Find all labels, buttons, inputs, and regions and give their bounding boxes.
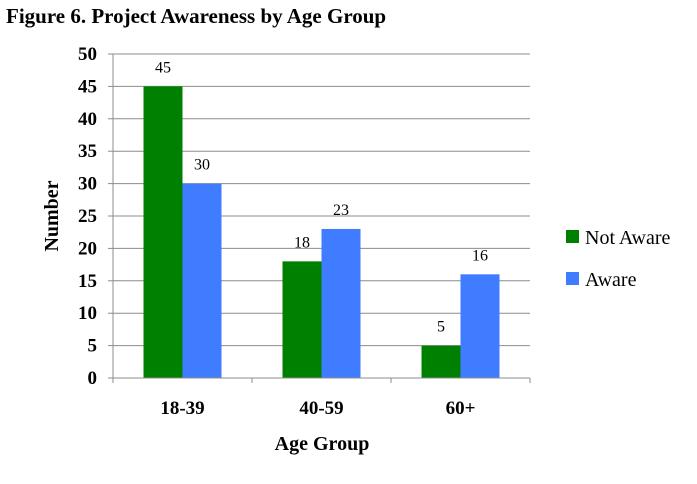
bar-not-aware [282, 261, 322, 378]
legend-label: Aware [585, 269, 637, 291]
data-label: 45 [155, 59, 171, 76]
legend: Not Aware Aware [566, 227, 670, 291]
bar-not-aware [143, 86, 183, 379]
y-tick-label: 5 [88, 336, 98, 357]
chart-title: Figure 6. Project Awareness by Age Group [6, 4, 387, 28]
legend-label: Not Aware [585, 227, 670, 249]
axes [112, 54, 531, 383]
data-label: 30 [194, 157, 210, 174]
bar-aware [321, 228, 361, 378]
y-tick-label: 35 [78, 141, 97, 162]
bar-aware [460, 274, 500, 378]
y-tick-label: 15 [78, 271, 97, 292]
bar-aware [182, 183, 222, 378]
y-axis-title: Number [41, 180, 63, 251]
y-tick-label: 20 [78, 238, 97, 259]
y-tick-label: 40 [78, 109, 97, 130]
bar-not-aware [421, 345, 461, 378]
data-label: 5 [437, 319, 445, 336]
x-tick-label: 60+ [446, 398, 476, 419]
legend-swatch-not-aware [566, 230, 579, 243]
y-tick-label: 25 [78, 206, 97, 227]
bars [143, 86, 500, 379]
x-tick-label: 40-59 [299, 398, 343, 419]
data-label: 18 [294, 234, 310, 251]
data-label: 16 [472, 247, 488, 264]
x-tick-label: 18-39 [160, 398, 204, 419]
data-label: 23 [333, 202, 349, 219]
y-tick-labels: 0 5 10 15 20 25 30 35 40 45 50 [78, 44, 97, 389]
data-labels: 45 30 18 23 5 16 [155, 59, 488, 335]
y-tick-label: 50 [78, 44, 97, 65]
legend-swatch-aware [566, 272, 579, 285]
x-axis-title: Age Group [275, 433, 370, 455]
y-tick-label: 10 [78, 303, 97, 324]
y-tick-label: 45 [78, 76, 97, 97]
y-tick-label: 30 [78, 174, 97, 195]
x-tick-labels: 18-39 40-59 60+ [160, 398, 475, 419]
y-tick-label: 0 [88, 368, 98, 389]
